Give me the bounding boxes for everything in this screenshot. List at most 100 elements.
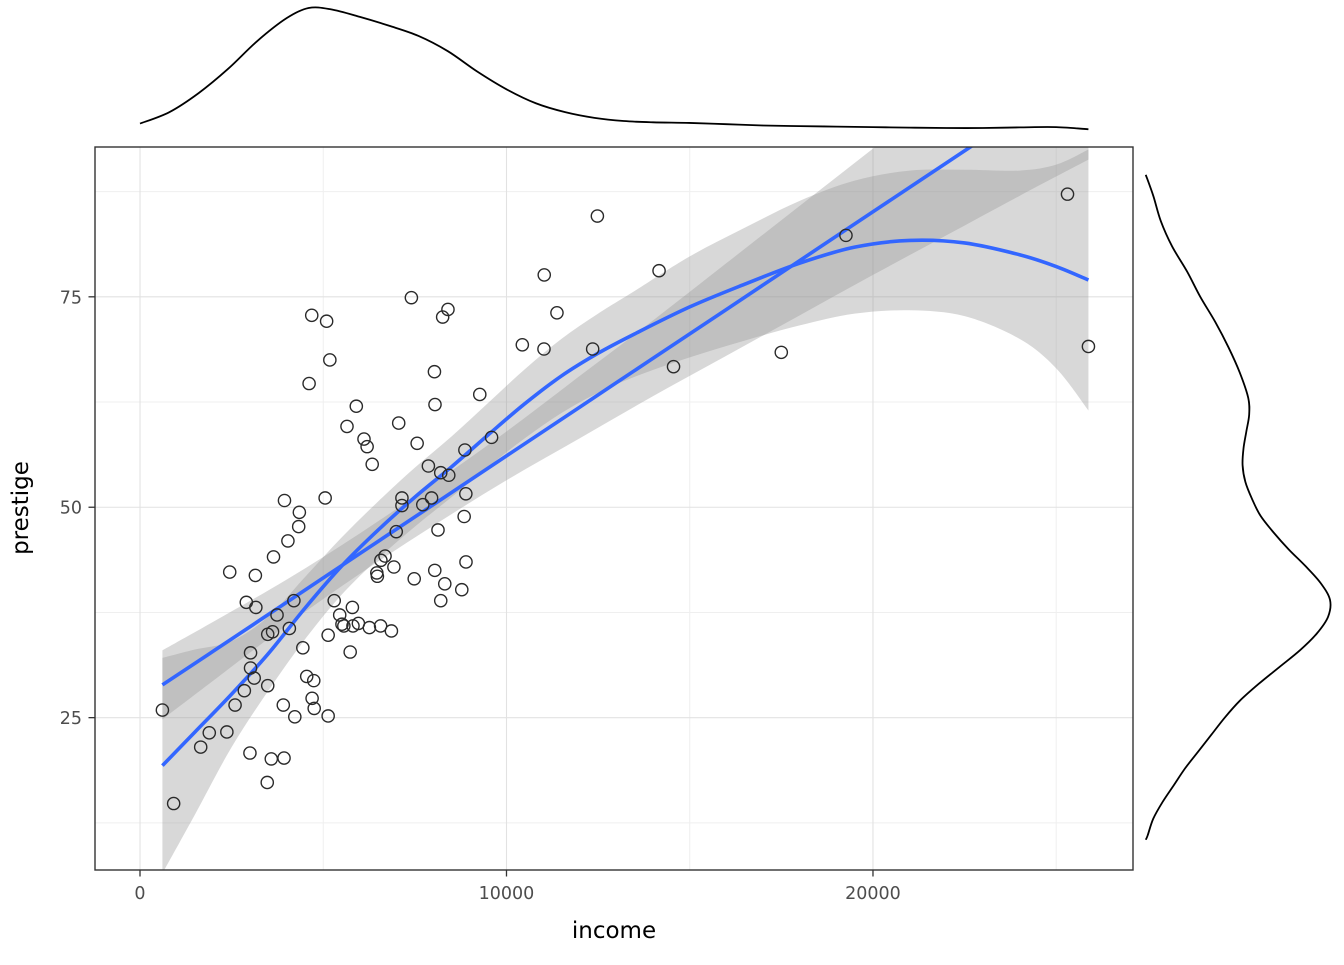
data-point	[537, 268, 552, 282]
data-point	[247, 671, 262, 685]
data-point	[373, 619, 388, 633]
x-tick-label: 20000	[845, 884, 901, 904]
data-point	[202, 726, 217, 740]
data-point	[433, 593, 448, 608]
data-point	[349, 399, 364, 414]
data-point	[441, 468, 456, 483]
data-point	[515, 337, 530, 352]
data-point	[357, 432, 371, 446]
data-point	[228, 698, 242, 712]
data-point	[421, 459, 436, 473]
y-tick-label: 75	[60, 288, 82, 308]
data-point	[306, 673, 321, 688]
data-point	[291, 519, 306, 534]
data-point	[1081, 339, 1096, 354]
data-point	[459, 555, 473, 569]
data-point	[220, 725, 234, 739]
y-axis-title: prestige	[8, 461, 34, 555]
data-point	[472, 387, 487, 402]
data-point	[260, 775, 275, 790]
data-point	[222, 565, 237, 579]
data-point	[370, 569, 385, 584]
data-point	[404, 290, 419, 305]
data-point	[395, 498, 409, 513]
data-point	[321, 709, 335, 723]
data-point	[537, 342, 551, 356]
data-point	[365, 457, 380, 472]
data-point	[337, 619, 351, 633]
data-point	[415, 497, 430, 512]
data-point	[302, 376, 316, 391]
scatter-points	[155, 187, 1096, 811]
data-point	[362, 620, 377, 635]
data-point	[305, 691, 319, 706]
chart-render-layer: 0 10000 20000 25 50 75	[60, 6, 1332, 904]
loess-fit-ribbon	[162, 149, 1089, 870]
data-point	[270, 608, 284, 622]
data-point	[277, 493, 292, 508]
data-point	[652, 263, 666, 278]
data-point	[431, 523, 445, 537]
panel-background	[95, 147, 1133, 870]
data-point	[389, 524, 404, 539]
data-point	[458, 443, 472, 457]
data-point	[360, 439, 374, 454]
panel-border	[94, 146, 1134, 871]
x-tick-label: 10000	[479, 884, 535, 904]
data-point	[374, 553, 388, 568]
data-point	[437, 577, 452, 591]
data-point	[484, 430, 499, 445]
data-point	[384, 624, 399, 638]
data-point	[590, 209, 605, 223]
data-point	[321, 628, 335, 642]
data-point	[407, 571, 422, 586]
data-point	[266, 550, 281, 564]
data-point	[243, 646, 258, 660]
data-point	[307, 701, 321, 716]
data-point	[237, 683, 252, 698]
data-point	[427, 563, 442, 578]
data-point	[424, 491, 439, 505]
data-point	[296, 640, 310, 655]
data-point	[319, 314, 334, 329]
data-point	[340, 419, 354, 434]
data-point	[282, 621, 297, 636]
axis-ticks	[88, 296, 874, 877]
data-point	[459, 486, 473, 501]
data-point	[287, 593, 301, 608]
data-point	[454, 582, 469, 597]
data-point	[260, 678, 275, 693]
data-point	[345, 600, 360, 615]
data-point	[410, 436, 424, 451]
data-point	[378, 549, 392, 563]
x-axis-title: income	[572, 918, 656, 944]
data-point	[323, 353, 337, 367]
data-point	[387, 560, 401, 574]
x-tick-label: 0	[134, 884, 145, 904]
data-point	[433, 465, 448, 480]
data-point	[839, 228, 853, 243]
data-point	[276, 698, 291, 712]
data-point	[441, 302, 455, 317]
data-point	[277, 751, 291, 765]
linear-fit-ribbon	[162, 147, 1089, 720]
data-point	[193, 740, 208, 754]
data-point	[155, 703, 170, 717]
data-point	[391, 416, 406, 430]
data-point	[343, 645, 357, 659]
loess-fit-line	[161, 238, 1090, 767]
data-point	[427, 364, 442, 379]
data-point	[249, 600, 263, 615]
grid-major	[95, 147, 1133, 870]
data-point	[318, 491, 332, 505]
data-point	[292, 505, 307, 520]
data-point	[248, 568, 263, 583]
data-point	[166, 796, 181, 811]
right-density-curve	[1144, 174, 1332, 841]
data-point	[327, 593, 342, 608]
data-point	[774, 345, 789, 360]
data-point	[1060, 187, 1075, 201]
top-density-curve	[139, 6, 1089, 131]
data-point	[288, 710, 302, 724]
data-point	[585, 342, 600, 356]
